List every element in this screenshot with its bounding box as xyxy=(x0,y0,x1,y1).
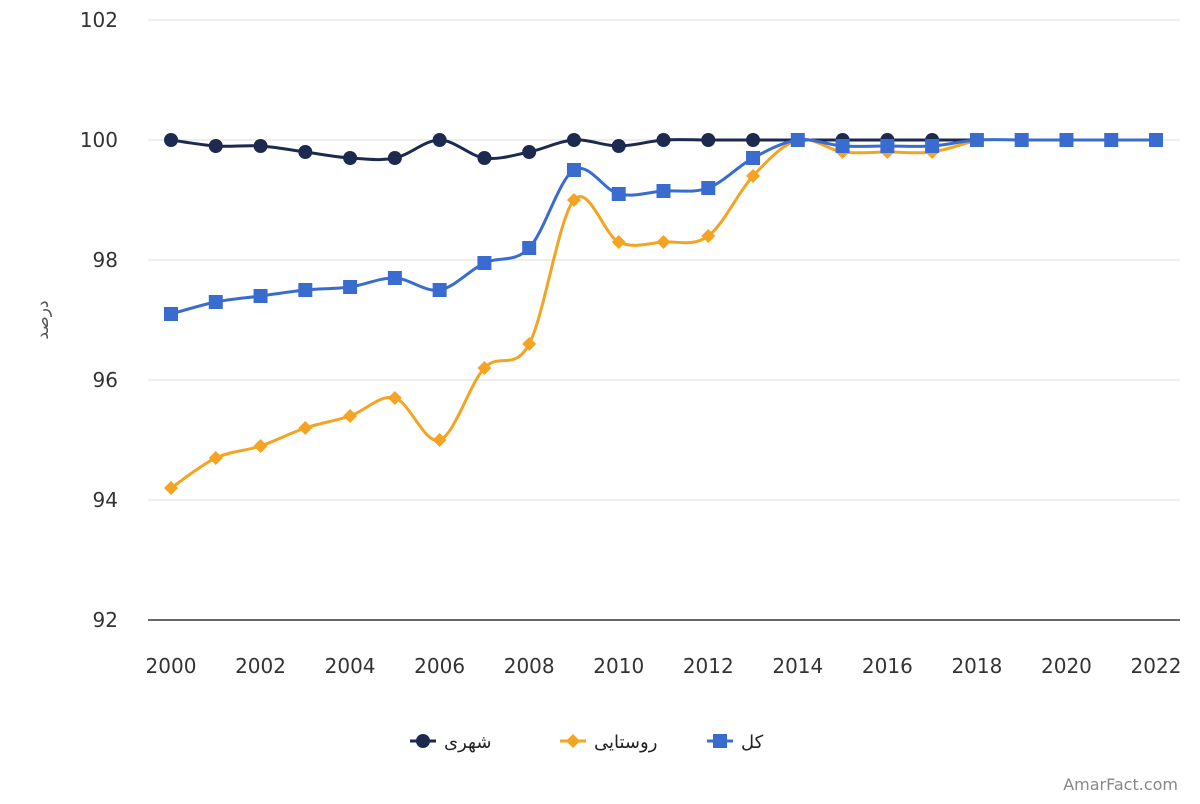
data-point[interactable] xyxy=(208,451,223,465)
data-point[interactable] xyxy=(387,391,402,405)
data-point[interactable] xyxy=(1104,133,1119,147)
data-point[interactable] xyxy=(343,409,358,423)
x-tick-label: 2008 xyxy=(504,654,555,678)
series-3 xyxy=(164,133,1163,321)
y-tick-label: 100 xyxy=(80,128,118,152)
y-tick-label: 92 xyxy=(93,608,118,632)
y-tick-label: 96 xyxy=(93,368,118,392)
data-point[interactable] xyxy=(969,133,984,147)
y-tick-label: 102 xyxy=(80,8,118,32)
data-point[interactable] xyxy=(432,133,447,147)
data-point[interactable] xyxy=(925,139,940,153)
data-point[interactable] xyxy=(880,139,895,153)
data-point[interactable] xyxy=(432,283,447,297)
x-tick-label: 2010 xyxy=(593,654,644,678)
data-point[interactable] xyxy=(253,289,268,303)
data-point[interactable] xyxy=(746,133,761,147)
data-point[interactable] xyxy=(298,421,313,435)
data-point[interactable] xyxy=(298,145,313,159)
series-line xyxy=(170,138,1156,316)
data-point[interactable] xyxy=(477,361,492,375)
x-tick-label: 2000 xyxy=(146,654,197,678)
data-point[interactable] xyxy=(253,139,268,153)
series-layer xyxy=(164,133,1163,495)
data-point[interactable] xyxy=(566,193,581,207)
x-tick-label: 2016 xyxy=(862,654,913,678)
x-tick-label: 2004 xyxy=(325,654,376,678)
data-point[interactable] xyxy=(611,235,626,249)
data-point[interactable] xyxy=(164,133,178,147)
series-line xyxy=(170,137,978,490)
series-1 xyxy=(164,133,984,165)
data-point[interactable] xyxy=(790,133,805,147)
data-point[interactable] xyxy=(477,151,492,165)
data-point[interactable] xyxy=(566,133,581,147)
legend-swatch-marker xyxy=(566,734,580,748)
data-point[interactable] xyxy=(343,151,358,165)
watermark-text: AmarFact.com xyxy=(1063,775,1178,794)
x-tick-label: 2002 xyxy=(235,654,286,678)
data-point[interactable] xyxy=(835,139,850,153)
data-point[interactable] xyxy=(522,337,537,351)
data-point[interactable] xyxy=(566,163,581,177)
data-point[interactable] xyxy=(343,280,358,294)
data-point[interactable] xyxy=(746,169,761,183)
x-tick-label: 2022 xyxy=(1131,654,1182,678)
data-point[interactable] xyxy=(611,187,626,201)
data-point[interactable] xyxy=(208,295,223,309)
data-point[interactable] xyxy=(611,139,626,153)
x-tick-label: 2014 xyxy=(772,654,823,678)
series-2 xyxy=(164,133,984,495)
x-tick-label: 2020 xyxy=(1041,654,1092,678)
data-point[interactable] xyxy=(1149,133,1163,147)
data-point[interactable] xyxy=(387,271,402,285)
data-point[interactable] xyxy=(253,439,268,453)
legend-swatch-marker xyxy=(416,734,430,748)
data-point[interactable] xyxy=(701,181,716,195)
legend-item-1[interactable]: شهری xyxy=(410,732,491,753)
legend-label: کل xyxy=(741,732,764,753)
legend-swatch-marker xyxy=(713,734,727,748)
data-point[interactable] xyxy=(1014,133,1029,147)
data-point[interactable] xyxy=(387,151,402,165)
legend-item-3[interactable]: کل xyxy=(707,732,764,753)
x-tick-label: 2012 xyxy=(683,654,734,678)
y-tick-label: 98 xyxy=(93,248,118,272)
data-point[interactable] xyxy=(656,133,671,147)
data-point[interactable] xyxy=(656,184,671,198)
x-tick-label: 2006 xyxy=(414,654,465,678)
axis-layer: 92 94 96 98 100 102 2000 2002 2004 2006 2008 2010 20… xyxy=(80,8,1182,678)
legend-label: روستایی xyxy=(594,732,657,753)
data-point[interactable] xyxy=(1059,133,1074,147)
x-tick-label: 2018 xyxy=(951,654,1002,678)
legend-label: شهری xyxy=(444,732,491,753)
data-point[interactable] xyxy=(432,433,447,447)
grid-layer xyxy=(148,19,1180,621)
legend-item-2[interactable]: روستایی xyxy=(560,732,657,753)
data-point[interactable] xyxy=(656,235,671,249)
data-point[interactable] xyxy=(701,229,716,243)
data-point[interactable] xyxy=(208,139,223,153)
y-tick-label: 94 xyxy=(93,488,118,512)
y-axis-title: درصد xyxy=(33,300,53,339)
data-point[interactable] xyxy=(746,151,761,165)
data-point[interactable] xyxy=(701,133,716,147)
legend[interactable]: شهری روستایی کل xyxy=(410,732,764,753)
data-point[interactable] xyxy=(298,283,313,297)
data-point[interactable] xyxy=(164,307,178,321)
data-point[interactable] xyxy=(522,145,537,159)
data-point[interactable] xyxy=(477,256,492,270)
data-point[interactable] xyxy=(522,241,537,255)
data-point[interactable] xyxy=(164,481,178,495)
